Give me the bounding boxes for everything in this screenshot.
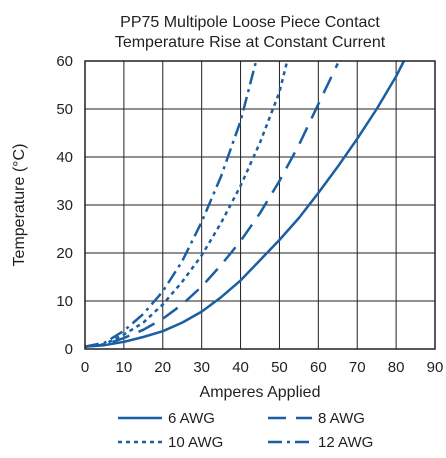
- x-tick-label-2: 20: [154, 359, 171, 376]
- series-line-1: [84, 62, 339, 348]
- legend-label-1: 8 AWG: [318, 410, 365, 427]
- y-tick-label-3: 30: [56, 197, 73, 214]
- y-tick-label-0: 0: [65, 341, 73, 358]
- y-tick-label-6: 60: [56, 53, 73, 70]
- x-tick-label-9: 90: [427, 359, 444, 376]
- x-tick-labels: 0 10 20 30 40 50 60 70 80 90: [81, 359, 444, 376]
- y-tick-label-5: 50: [56, 101, 73, 118]
- x-tick-label-5: 50: [271, 359, 288, 376]
- series-lines: [84, 60, 406, 348]
- y-axis-label: Temperature (°C): [11, 144, 28, 267]
- series-line-2: [84, 60, 289, 348]
- series-line-3: [84, 60, 258, 348]
- x-tick-label-3: 30: [193, 359, 210, 376]
- chart-subtitle: Temperature Rise at Constant Current: [115, 34, 386, 51]
- series-line-0: [84, 60, 406, 348]
- y-tick-labels: 0 10 20 30 40 50 60: [56, 53, 73, 358]
- y-tick-label-1: 10: [56, 293, 73, 310]
- y-tick-label-4: 40: [56, 149, 73, 166]
- x-tick-label-7: 70: [349, 359, 366, 376]
- x-tick-label-8: 80: [388, 359, 405, 376]
- legend-label-3: 12 AWG: [318, 434, 373, 451]
- plot-frame: [84, 60, 436, 350]
- x-axis-label: Amperes Applied: [200, 384, 321, 401]
- y-tick-label-2: 20: [56, 245, 73, 262]
- x-tick-label-6: 60: [310, 359, 327, 376]
- x-tick-label-1: 10: [116, 359, 133, 376]
- chart-title: PP75 Multipole Loose Piece Contact: [120, 14, 380, 31]
- grid: [84, 60, 436, 350]
- legend-label-0: 6 AWG: [168, 410, 215, 427]
- x-tick-label-0: 0: [81, 359, 89, 376]
- legend: 6 AWG 8 AWG 10 AWG 12 AWG: [118, 410, 373, 451]
- x-tick-label-4: 40: [232, 359, 249, 376]
- legend-label-2: 10 AWG: [168, 434, 223, 451]
